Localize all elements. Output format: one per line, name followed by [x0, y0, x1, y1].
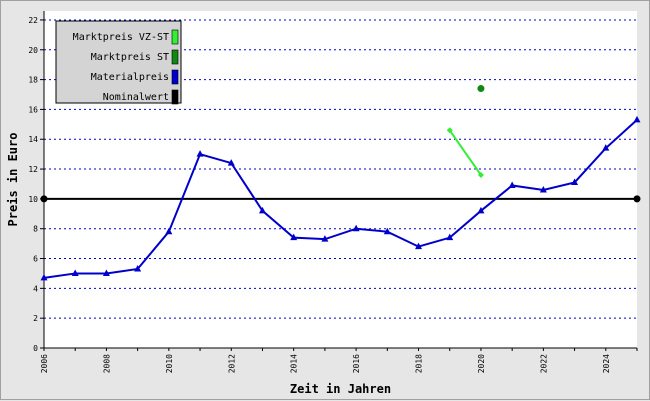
legend-swatch [171, 69, 179, 85]
data-point [446, 233, 454, 241]
x-axis-title: Zeit in Jahren [290, 382, 391, 396]
data-point [383, 227, 391, 235]
data-point [40, 273, 48, 281]
data-point [508, 181, 516, 188]
data-point [633, 115, 641, 123]
y-tick-label: 6 [33, 255, 38, 264]
y-tick-label: 10 [28, 195, 38, 204]
data-point [352, 224, 360, 232]
y-tick-label: 14 [28, 135, 38, 144]
x-tick-label: 2012 [227, 354, 236, 373]
x-tick-label: 2014 [290, 354, 299, 373]
data-point [196, 150, 204, 157]
y-tick-label: 18 [28, 76, 38, 85]
data-point [415, 242, 423, 250]
data-point [539, 185, 547, 193]
x-tick-label: 2010 [165, 354, 174, 373]
y-tick-label: 2 [33, 314, 38, 323]
legend-label: Marktpreis VZ-ST [73, 32, 169, 43]
data-point [258, 206, 266, 214]
y-tick-label: 20 [28, 46, 38, 55]
x-tick-label: 2008 [102, 354, 111, 373]
legend-swatch [171, 89, 179, 105]
data-point [477, 206, 485, 214]
y-tick-label: 12 [28, 165, 38, 174]
x-tick-label: 2016 [352, 354, 361, 373]
y-tick-label: 16 [28, 105, 38, 114]
x-tick-label: 2024 [602, 354, 611, 373]
legend-box [55, 20, 182, 104]
y-tick-label: 22 [28, 16, 38, 25]
data-point [165, 227, 173, 235]
data-point [227, 159, 235, 166]
data-point [321, 235, 329, 242]
data-point [477, 85, 485, 93]
series-line-marktpreis-vz-st [448, 129, 482, 176]
y-tick-label: 4 [33, 284, 38, 293]
x-tick-label: 2006 [40, 354, 49, 373]
data-point [134, 264, 142, 272]
data-point [40, 195, 48, 203]
legend-swatch [171, 49, 179, 65]
x-tick-label: 2022 [539, 354, 548, 373]
y-axis-title: Preis in Euro [6, 133, 20, 227]
data-point [446, 127, 453, 134]
y-tick-label: 0 [33, 344, 38, 353]
series-line-materialpreis [43, 119, 638, 279]
x-tick-label: 2018 [415, 354, 424, 373]
x-tick-label: 2020 [477, 354, 486, 373]
legend-label: Marktpreis ST [91, 52, 169, 63]
data-point [290, 233, 298, 241]
legend-label: Materialpreis [91, 72, 169, 83]
data-point [102, 269, 110, 276]
data-point [571, 178, 579, 185]
legend-label: Nominalwert [103, 92, 169, 103]
data-point [477, 172, 484, 179]
legend-swatch [171, 29, 179, 45]
data-point [71, 269, 79, 276]
data-point [602, 144, 610, 151]
y-tick-label: 8 [33, 225, 38, 234]
data-point [633, 195, 641, 203]
